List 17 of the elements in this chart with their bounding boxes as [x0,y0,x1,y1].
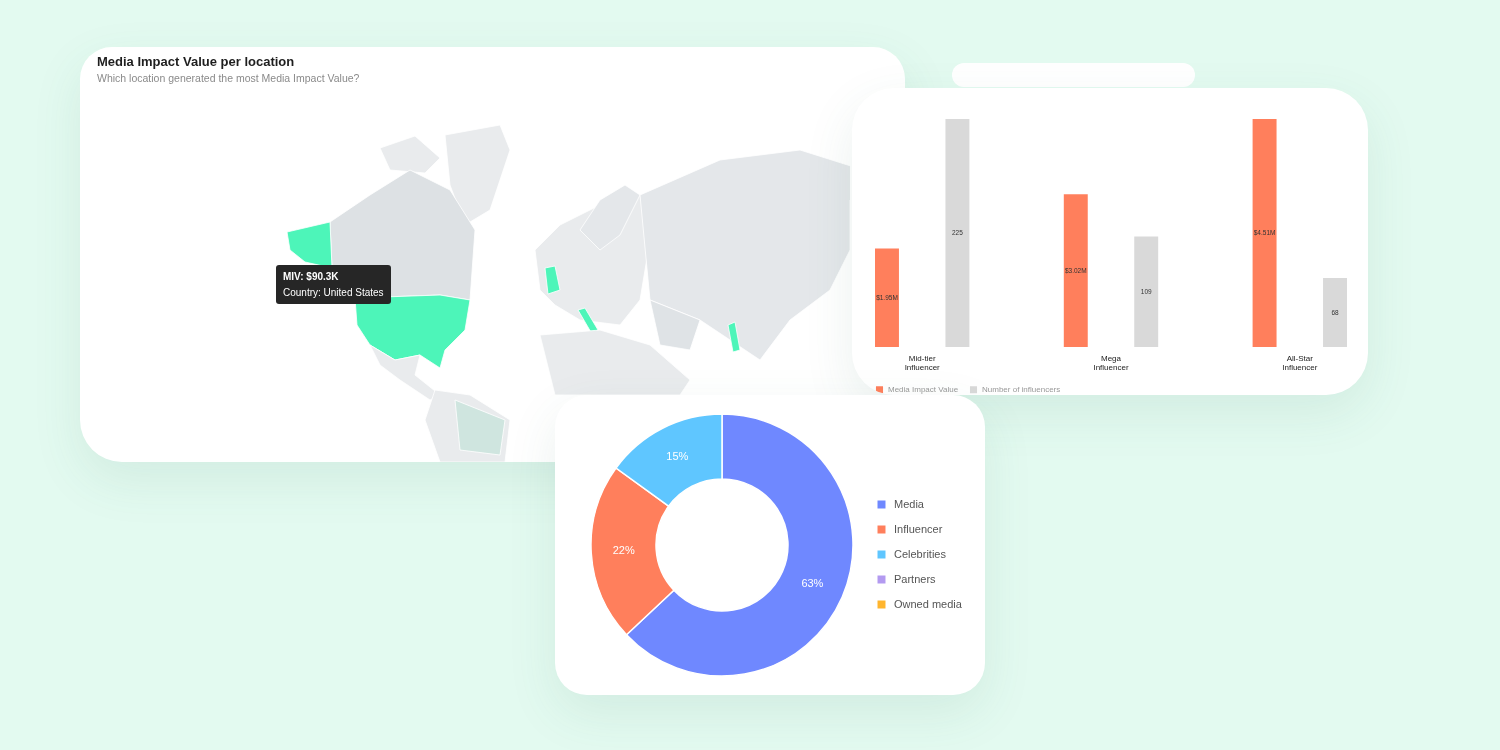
legend-label: Celebrities [894,547,947,560]
x-tick-label: All-Star Influencer [1282,353,1318,372]
text: MIV: $90.3K [283,271,340,282]
legend-label: Partners [894,572,937,585]
data-label: 22% [612,544,635,557]
text: Country: United States [283,287,384,298]
x-tick-label: Mid-tier Influencer [904,353,941,372]
legend-label: Influencer [894,522,943,535]
legend-label: Number of influencers [982,384,1061,394]
legend-label: Media Impact Value [888,384,959,394]
data-label: 15% [666,450,689,463]
x-tick-label: Mega Influencer [1093,353,1129,372]
legend-label: Media [894,497,925,510]
text: Which location generated the most Media Impact Value? [97,71,360,84]
data-label: 63% [801,577,824,590]
legend-label: Owned media [894,597,963,610]
text: Media Impact Value per location [97,53,295,69]
